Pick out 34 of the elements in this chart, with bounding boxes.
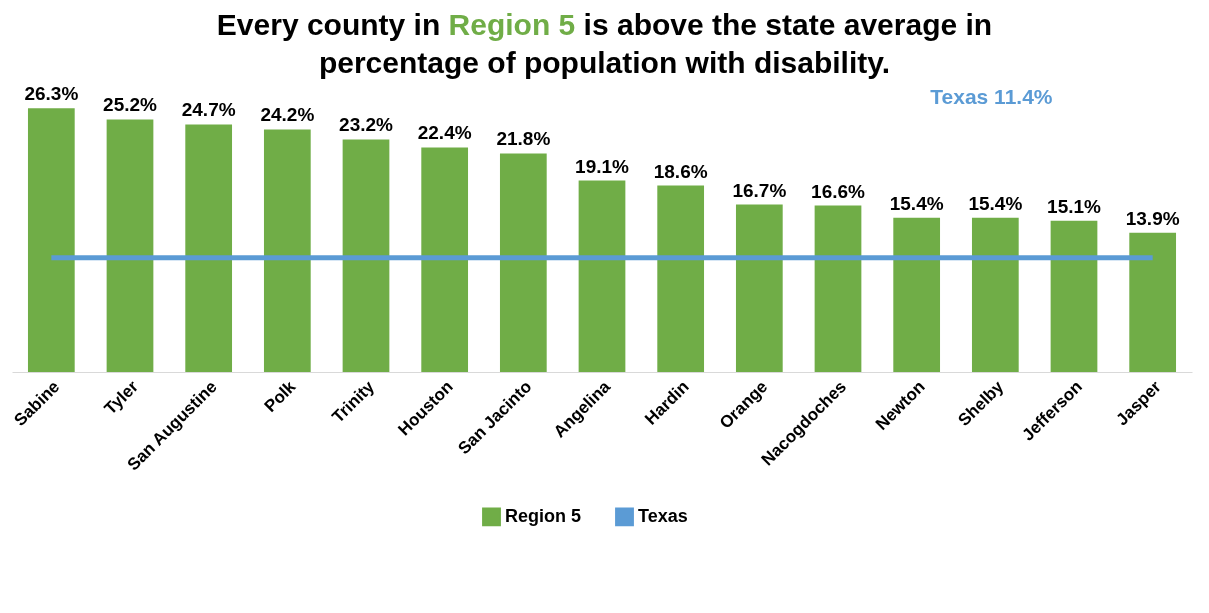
- bar: [27, 108, 75, 372]
- bar: [1050, 220, 1098, 372]
- bar: [578, 180, 626, 372]
- legend-label: Texas: [638, 505, 688, 526]
- bar: [735, 204, 783, 372]
- data-label: 24.7%: [181, 99, 236, 121]
- bar: [893, 217, 941, 372]
- data-label: 24.2%: [260, 104, 315, 126]
- bar: [657, 185, 705, 372]
- bar: [1129, 232, 1177, 372]
- data-label: 16.6%: [811, 180, 866, 202]
- text: Texas 11.4%: [930, 85, 1053, 108]
- bar: [971, 217, 1019, 372]
- bar: [814, 205, 862, 372]
- bar: [185, 124, 233, 372]
- data-label: 15.4%: [889, 192, 944, 214]
- bar: [499, 153, 547, 372]
- chart-title: Every county in Region 5 is above the state average in percentage of population with disability.: [215, 7, 994, 81]
- legend-label: Region 5: [505, 505, 582, 526]
- data-label: 18.6%: [653, 160, 708, 182]
- bar: [342, 139, 390, 372]
- data-label: 15.1%: [1047, 195, 1102, 217]
- bar: [263, 129, 311, 372]
- data-label: 15.4%: [968, 192, 1023, 214]
- data-label: 26.3%: [24, 83, 79, 105]
- data-label: 23.2%: [339, 114, 394, 136]
- bar: [421, 147, 469, 372]
- data-label: 13.9%: [1125, 207, 1180, 229]
- data-label: 19.1%: [575, 155, 630, 177]
- bar: [106, 119, 154, 372]
- data-label: 22.4%: [417, 122, 472, 144]
- data-label: 16.7%: [732, 179, 787, 201]
- data-label: 25.2%: [103, 94, 158, 116]
- data-label: 21.8%: [496, 128, 551, 150]
